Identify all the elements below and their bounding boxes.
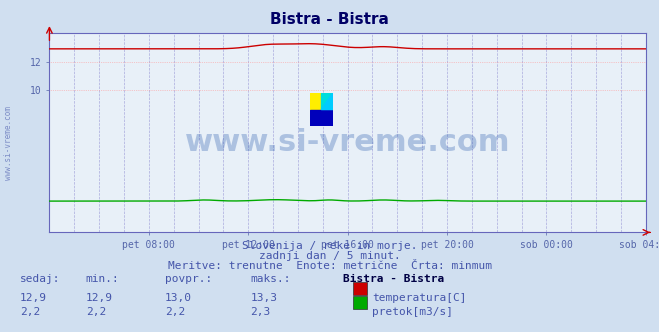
Text: 2,2: 2,2	[20, 307, 40, 317]
Text: www.si-vreme.com: www.si-vreme.com	[185, 128, 510, 157]
Text: 12,9: 12,9	[20, 293, 47, 303]
Text: 2,3: 2,3	[250, 307, 271, 317]
Text: pretok[m3/s]: pretok[m3/s]	[372, 307, 453, 317]
Text: temperatura[C]: temperatura[C]	[372, 293, 467, 303]
Text: 13,3: 13,3	[250, 293, 277, 303]
Text: maks.:: maks.:	[250, 274, 291, 284]
Text: Bistra - Bistra: Bistra - Bistra	[270, 12, 389, 27]
Text: 2,2: 2,2	[86, 307, 106, 317]
Text: 13,0: 13,0	[165, 293, 192, 303]
Text: Bistra - Bistra: Bistra - Bistra	[343, 274, 444, 284]
Polygon shape	[322, 93, 333, 110]
Text: www.si-vreme.com: www.si-vreme.com	[4, 106, 13, 180]
Polygon shape	[322, 93, 333, 110]
Text: 2,2: 2,2	[165, 307, 185, 317]
Text: min.:: min.:	[86, 274, 119, 284]
Polygon shape	[310, 93, 322, 110]
Text: 12,9: 12,9	[86, 293, 113, 303]
Polygon shape	[310, 110, 333, 126]
Text: Slovenija / reke in morje.: Slovenija / reke in morje.	[242, 241, 417, 251]
Text: Meritve: trenutne  Enote: metrične  Črta: minmum: Meritve: trenutne Enote: metrične Črta: …	[167, 261, 492, 271]
Text: zadnji dan / 5 minut.: zadnji dan / 5 minut.	[258, 251, 401, 261]
Text: povpr.:: povpr.:	[165, 274, 212, 284]
Text: sedaj:: sedaj:	[20, 274, 60, 284]
